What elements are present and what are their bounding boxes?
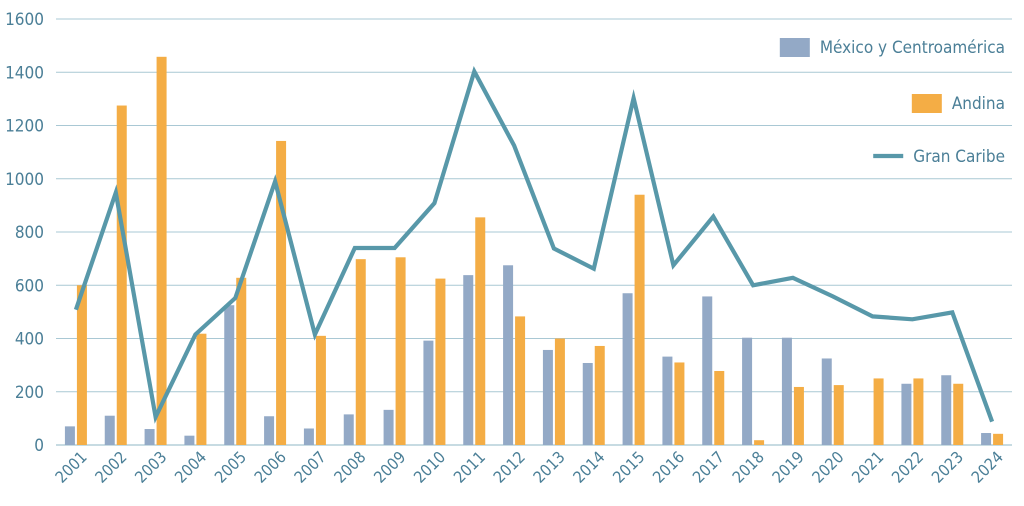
- x-tick-label: 2017: [689, 447, 728, 486]
- x-tick-label: 2002: [91, 447, 130, 486]
- bar: [953, 383, 964, 445]
- bar: [435, 278, 446, 445]
- y-tick-label: 600: [15, 276, 44, 296]
- bar: [116, 105, 127, 445]
- y-tick-label: 200: [15, 383, 44, 403]
- y-tick-label: 1000: [5, 170, 44, 190]
- bars: [64, 56, 1004, 446]
- x-tick-label: 2019: [768, 447, 807, 486]
- bar: [423, 340, 434, 445]
- bar: [343, 414, 354, 445]
- x-tick-label: 2006: [251, 447, 290, 486]
- legend-label: Gran Caribe: [913, 147, 1005, 167]
- bar: [224, 305, 235, 445]
- x-tick-label: 2024: [968, 447, 1007, 486]
- bar: [156, 56, 167, 446]
- line-series: [73, 66, 995, 424]
- bar: [104, 415, 115, 445]
- bar: [901, 383, 912, 445]
- bar: [714, 370, 725, 445]
- bar: [395, 257, 406, 445]
- y-tick-label: 1400: [5, 63, 44, 83]
- x-tick-label: 2009: [370, 447, 409, 486]
- y-tick-label: 400: [15, 330, 44, 350]
- bar: [515, 316, 526, 445]
- x-tick-label: 2010: [410, 447, 449, 486]
- x-tick-label: 2001: [51, 447, 90, 486]
- x-tick-label: 2021: [848, 447, 887, 486]
- bar: [542, 349, 553, 445]
- bar: [634, 194, 645, 445]
- y-tick-label: 1200: [5, 117, 44, 137]
- bar: [662, 356, 673, 445]
- x-tick-label: 2016: [649, 447, 688, 486]
- bar: [941, 375, 952, 445]
- bar: [383, 409, 394, 445]
- y-tick-label: 0: [34, 436, 44, 456]
- legend-label: México y Centroamérica: [820, 38, 1005, 58]
- bar: [821, 358, 832, 445]
- bar: [196, 333, 207, 445]
- x-tick-label: 2022: [888, 447, 927, 486]
- bar: [873, 378, 884, 445]
- legend-swatch: [779, 38, 810, 57]
- x-tick-label: 2014: [569, 447, 608, 486]
- legend-label: Andina: [952, 94, 1005, 114]
- x-tick-label: 2018: [729, 447, 768, 486]
- bar: [503, 265, 514, 445]
- bar: [742, 337, 753, 445]
- x-tick-label: 2013: [529, 447, 568, 486]
- bar: [463, 275, 474, 445]
- bar: [793, 386, 804, 445]
- bar: [276, 140, 287, 445]
- bar: [981, 433, 992, 445]
- bar: [144, 429, 155, 445]
- x-tick-label: 2020: [808, 447, 847, 486]
- y-tick-label: 800: [15, 223, 44, 243]
- legend-swatch: [911, 94, 942, 113]
- bar: [76, 285, 87, 445]
- x-tick-label: 2011: [450, 447, 489, 486]
- bar: [184, 435, 195, 445]
- bar: [475, 217, 486, 445]
- bar: [554, 338, 565, 445]
- x-tick-label: 2012: [490, 447, 529, 486]
- bar: [594, 345, 605, 445]
- bar: [674, 362, 685, 445]
- x-tick-label: 2005: [211, 447, 250, 486]
- bar: [315, 335, 326, 445]
- bar: [781, 337, 792, 445]
- bar: [582, 362, 593, 445]
- bar: [754, 440, 765, 445]
- x-tick-label: 2007: [290, 447, 329, 486]
- x-tick-label: 2003: [131, 447, 170, 486]
- x-axis-ticks: 2001 2002 2003 2004 2005 2006 2007 2008 2009 2010…: [51, 447, 1006, 486]
- y-axis-ticks: 0 200 400 600 800 1000 1200 1400 1600: [5, 10, 44, 456]
- bar: [913, 378, 924, 445]
- bar: [993, 433, 1004, 445]
- x-tick-label: 2008: [330, 447, 369, 486]
- x-tick-label: 2015: [609, 447, 648, 486]
- line-series-path: [73, 66, 995, 424]
- gridlines: [56, 18, 1012, 446]
- bar: [833, 385, 844, 445]
- bar: [303, 428, 314, 445]
- bar: [264, 416, 275, 445]
- bar: [236, 277, 247, 445]
- bar: [622, 293, 633, 445]
- bar: [64, 426, 75, 445]
- y-tick-label: 1600: [5, 10, 44, 30]
- x-tick-label: 2004: [171, 447, 210, 486]
- x-tick-label: 2023: [928, 447, 967, 486]
- bar: [355, 259, 366, 445]
- bar: [702, 296, 713, 445]
- legend: México y Centroamérica Andina Gran Caribe: [779, 38, 1005, 167]
